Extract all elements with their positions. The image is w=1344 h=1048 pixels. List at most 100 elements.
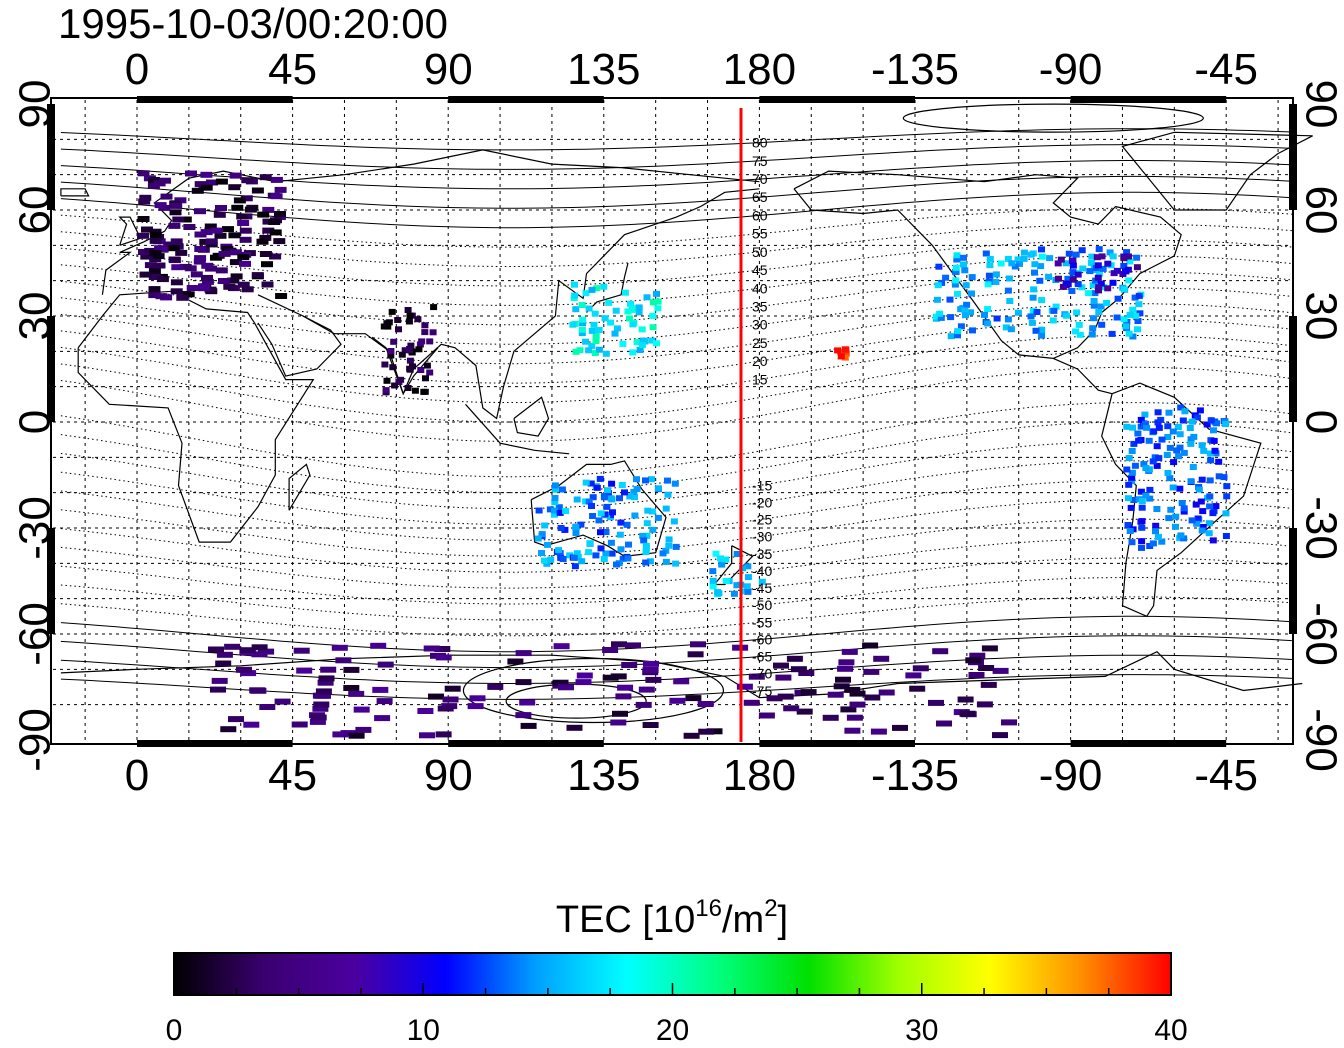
tec-patch xyxy=(629,321,637,328)
tec-patch xyxy=(416,341,424,348)
tec-patch xyxy=(1135,301,1143,308)
tec-patch xyxy=(262,227,275,234)
tec-patch xyxy=(155,293,168,300)
coastline-path xyxy=(288,463,311,511)
top-lon-label: 0 xyxy=(125,45,149,94)
tec-patch xyxy=(419,732,435,739)
tec-patch xyxy=(625,642,641,649)
tec-patch xyxy=(1106,249,1114,256)
tec-patch xyxy=(834,347,842,354)
tec-patch xyxy=(978,665,995,671)
tec-patch xyxy=(623,521,631,528)
tec-patch xyxy=(664,477,671,484)
tec-patch xyxy=(291,721,308,728)
magnetic-contour-line xyxy=(60,518,1292,573)
colorbar-tick-label: 20 xyxy=(656,1014,689,1047)
tec-patch xyxy=(744,574,752,581)
tec-patch xyxy=(377,661,394,668)
tec-patch xyxy=(1146,543,1154,549)
tec-patch xyxy=(1087,259,1095,266)
magnetic-contour-line xyxy=(60,319,1292,384)
tec-patch xyxy=(355,726,372,733)
tec-patch xyxy=(215,660,232,667)
tec-patch xyxy=(1164,470,1172,476)
tec-patch xyxy=(709,583,717,590)
tec-patch xyxy=(405,318,413,325)
tec-patch xyxy=(251,187,264,194)
contour-label: 45 xyxy=(752,262,768,278)
tec-patch xyxy=(1126,528,1134,534)
tec-patch xyxy=(600,556,608,562)
tec-patch xyxy=(1062,260,1070,267)
tec-patch xyxy=(873,655,890,662)
tec-patch xyxy=(617,519,625,526)
map-area: 80 75 70 65 60 55 50 45 40 35 30 25 20 15 -15 -20-25-30… xyxy=(47,96,1313,747)
tec-patch xyxy=(244,206,257,213)
coastline-path xyxy=(1121,131,1313,211)
tec-patch xyxy=(909,685,926,692)
tec-patch xyxy=(613,561,620,568)
tec-patch xyxy=(600,283,608,290)
tec-patch xyxy=(1151,454,1159,461)
tec-patch xyxy=(1079,265,1087,272)
tec-patch xyxy=(588,327,596,334)
top-border-bar xyxy=(137,96,293,103)
tec-patch xyxy=(1133,264,1141,271)
tec-patch xyxy=(1098,321,1106,328)
magnetic-contour-line xyxy=(60,350,1292,423)
tec-patch xyxy=(340,730,357,737)
tec-patch xyxy=(1194,515,1202,522)
tec-patch xyxy=(1205,530,1213,537)
tec-patch xyxy=(600,494,608,501)
tec-patch xyxy=(992,271,1000,278)
tec-patch xyxy=(273,238,286,245)
tec-patch xyxy=(633,339,641,346)
tec-patch xyxy=(842,346,850,353)
tec-patch xyxy=(269,253,282,260)
tec-patch xyxy=(743,583,751,590)
tec-patch xyxy=(1090,302,1098,309)
contour-label: -20 xyxy=(752,495,772,511)
tec-patch xyxy=(1135,437,1143,444)
tec-patch xyxy=(617,684,634,691)
tec-patch xyxy=(551,499,559,506)
tec-patch xyxy=(229,259,242,266)
tec-patch xyxy=(571,563,579,570)
tec-patch xyxy=(984,320,992,327)
magnetic-contour-line xyxy=(60,128,1292,151)
tec-patch xyxy=(643,660,659,667)
tec-patch xyxy=(200,171,213,178)
tec-patch xyxy=(937,314,945,321)
tec-patch xyxy=(992,732,1008,739)
left-border-bar xyxy=(47,528,55,634)
tec-patch xyxy=(1195,486,1203,493)
coastline-path xyxy=(530,460,667,557)
tec-patch xyxy=(335,657,352,664)
tec-patch xyxy=(261,281,274,288)
tec-patch xyxy=(1138,498,1146,504)
tec-patch xyxy=(370,642,387,649)
tec-patch xyxy=(239,236,252,243)
coastline-path xyxy=(60,650,1303,699)
tec-patch xyxy=(343,685,360,691)
bottom-border-bar xyxy=(137,740,293,747)
contour-label: 35 xyxy=(752,299,768,315)
tec-patch xyxy=(1142,465,1150,471)
contour-label: 75 xyxy=(752,153,768,169)
tec-patch xyxy=(215,205,227,211)
tec-patch xyxy=(840,706,857,713)
tec-patch xyxy=(1030,286,1038,293)
tec-patch xyxy=(841,354,849,361)
contour-label: 25 xyxy=(752,335,768,351)
tec-patch xyxy=(585,347,593,354)
tec-patch xyxy=(422,375,429,382)
tec-patch xyxy=(576,672,593,679)
tec-patch xyxy=(1146,495,1154,502)
tec-patch xyxy=(993,315,1001,322)
tec-patch xyxy=(612,710,628,717)
tec-patch xyxy=(1126,258,1134,265)
tec-patch xyxy=(1122,323,1130,330)
tec-patch xyxy=(786,655,803,662)
tec-patch xyxy=(577,521,585,528)
tec-patch xyxy=(237,254,250,261)
